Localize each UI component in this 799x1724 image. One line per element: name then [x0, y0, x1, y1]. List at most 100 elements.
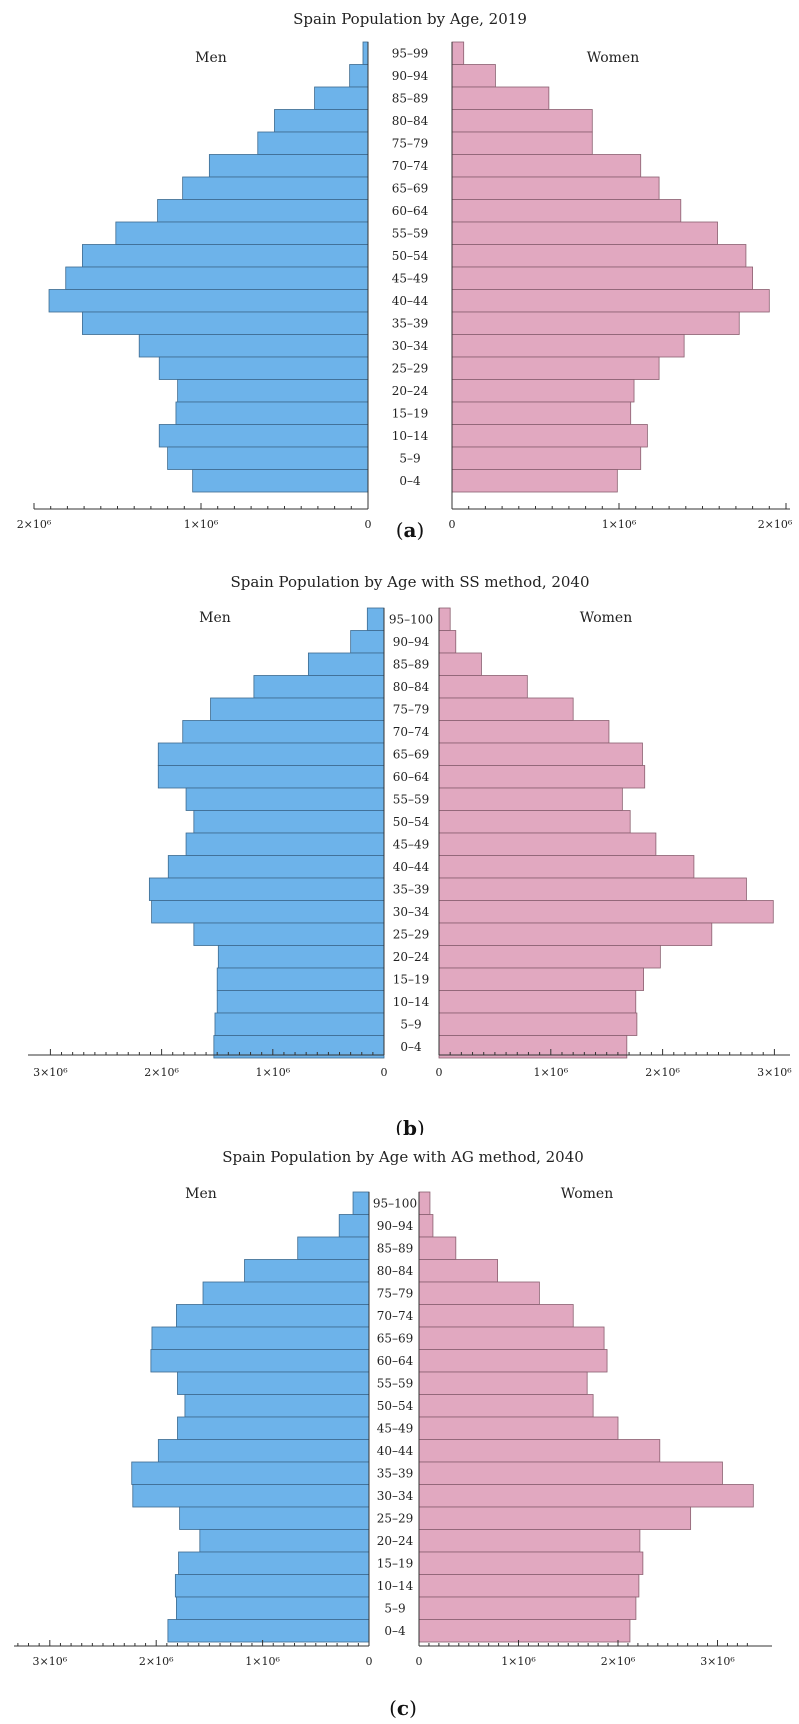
bar-men-75–79 [202, 1281, 370, 1305]
bar-women-40–44 [418, 1439, 661, 1463]
bar-women-50–54 [418, 1394, 594, 1418]
men-tick-label: 1×10⁶ [184, 518, 219, 531]
women-tick-label: 1×10⁶ [602, 518, 637, 531]
bar-women-95–99 [451, 41, 465, 65]
age-label-80–84: 80–84 [392, 114, 429, 128]
bar-women-45–49 [451, 266, 754, 290]
men-label: Men [195, 50, 227, 66]
age-label-50–54: 50–54 [393, 815, 430, 829]
age-label-15–19: 15–19 [393, 972, 430, 986]
age-label-25–29: 25–29 [392, 361, 429, 375]
bar-women-85–89 [438, 652, 482, 676]
men-bars [131, 1191, 370, 1643]
bar-women-0–4 [418, 1619, 631, 1643]
bar-men-85–89 [307, 652, 385, 676]
bar-women-0–4 [451, 469, 618, 493]
age-label-55–59: 55–59 [377, 1376, 414, 1390]
bar-women-65–69 [451, 176, 660, 200]
men-bars [48, 41, 369, 493]
bar-women-15–19 [438, 967, 644, 991]
women-tick-label: 2×10⁶ [645, 1066, 680, 1079]
age-label-70–74: 70–74 [393, 725, 430, 739]
bar-women-55–59 [418, 1371, 588, 1395]
bar-women-80–84 [451, 109, 593, 133]
men-tick-label: 0 [366, 1655, 373, 1668]
women-bars [438, 607, 774, 1059]
chart-title: Spain Population by Age, 2019 [293, 10, 527, 28]
age-label-60–64: 60–64 [392, 204, 429, 218]
pyramid-chart-b: Spain Population by Age with SS method, … [28, 573, 792, 1140]
age-label-90–94: 90–94 [392, 69, 429, 83]
age-label-10–14: 10–14 [393, 995, 430, 1009]
bar-men-0–4 [167, 1619, 370, 1643]
bar-women-30–34 [438, 900, 774, 924]
panel-label: (a) [396, 518, 425, 542]
age-label-50–54: 50–54 [392, 249, 429, 263]
age-label-75–79: 75–79 [377, 1286, 414, 1300]
bar-men-30–34 [132, 1484, 370, 1508]
bar-women-50–54 [438, 810, 631, 834]
bar-men-70–74 [176, 1304, 370, 1328]
bar-women-90–94 [418, 1214, 434, 1238]
age-label-90–94: 90–94 [377, 1219, 414, 1233]
bar-women-95–100 [438, 607, 451, 631]
age-label-90–94: 90–94 [393, 635, 430, 649]
pyramid-chart-c: Spain Population by Age with AG method, … [14, 1148, 772, 1720]
bar-men-65–69 [151, 1326, 370, 1350]
bar-men-5–9 [214, 1012, 385, 1036]
bar-women-35–39 [438, 877, 747, 901]
age-label-30–34: 30–34 [392, 339, 429, 353]
bar-women-20–24 [438, 945, 661, 969]
women-label: Women [587, 50, 639, 66]
women-bars [451, 41, 770, 493]
age-group-labels: 95–99 90–94 85–89 80–84 75–79 70–74 65–69 60–64… [392, 46, 429, 488]
bar-women-60–64 [418, 1349, 608, 1373]
age-label-20–24: 20–24 [393, 950, 430, 964]
bar-women-15–19 [451, 401, 632, 425]
bar-men-70–74 [208, 154, 369, 178]
age-label-60–64: 60–64 [377, 1354, 414, 1368]
panel-label: (b) [395, 1116, 425, 1135]
bar-women-10–14 [451, 424, 648, 448]
bar-men-30–34 [151, 900, 385, 924]
bar-men-20–24 [199, 1529, 370, 1553]
bar-men-35–39 [148, 877, 385, 901]
age-label-25–29: 25–29 [377, 1511, 414, 1525]
age-label-35–39: 35–39 [392, 316, 429, 330]
age-label-0–4: 0–4 [400, 1040, 422, 1054]
bar-men-0–4 [192, 469, 369, 493]
bar-women-85–89 [451, 86, 550, 110]
bar-women-80–84 [418, 1259, 499, 1283]
bar-women-45–49 [438, 832, 657, 856]
age-label-40–44: 40–44 [377, 1444, 414, 1458]
bar-women-25–29 [438, 922, 713, 946]
men-label: Men [199, 610, 231, 626]
bar-men-85–89 [297, 1236, 370, 1260]
age-label-5–9: 5–9 [384, 1601, 405, 1615]
age-group-labels: 95–100 90–94 85–89 80–84 75–79 70–74 65–69 60–6… [373, 1196, 417, 1638]
bar-men-45–49 [177, 1416, 370, 1440]
bar-women-70–74 [418, 1304, 574, 1328]
age-label-45–49: 45–49 [392, 271, 429, 285]
bar-men-40–44 [167, 855, 385, 879]
women-bars [418, 1191, 754, 1643]
age-label-20–24: 20–24 [392, 384, 429, 398]
women-tick-label: 0 [449, 518, 456, 531]
men-tick-label: 3×10⁶ [32, 1655, 67, 1668]
bar-men-40–44 [157, 1439, 370, 1463]
bar-women-10–14 [438, 990, 637, 1014]
age-label-10–14: 10–14 [392, 429, 429, 443]
bar-men-10–14 [174, 1574, 370, 1598]
bar-women-60–64 [451, 199, 682, 223]
bar-men-35–39 [82, 311, 369, 335]
bar-women-20–24 [418, 1529, 641, 1553]
bar-men-60–64 [150, 1349, 370, 1373]
age-label-85–89: 85–89 [377, 1241, 414, 1255]
age-label-80–84: 80–84 [393, 680, 430, 694]
bar-women-10–14 [418, 1574, 640, 1598]
bar-men-25–29 [179, 1506, 370, 1530]
men-tick-label: 2×10⁶ [139, 1655, 174, 1668]
men-bars [148, 607, 385, 1059]
age-label-5–9: 5–9 [399, 451, 420, 465]
age-label-40–44: 40–44 [392, 294, 429, 308]
